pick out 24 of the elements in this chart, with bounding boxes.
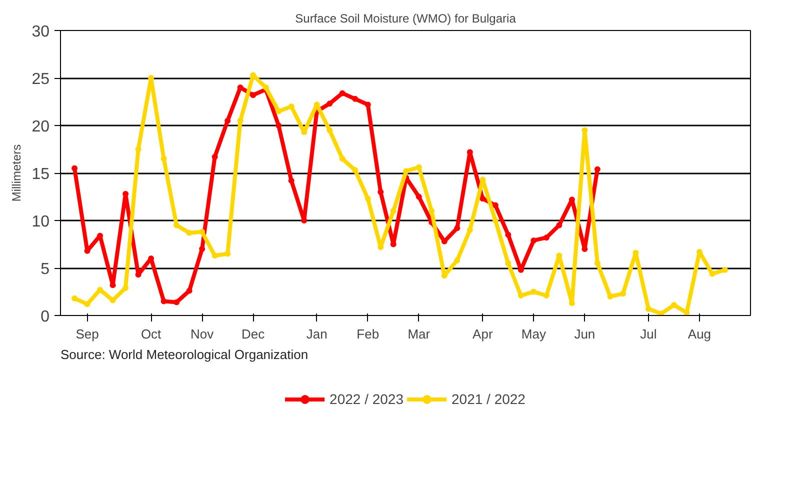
x-tick-label: Jul [640,326,657,342]
y-tick-label: 20 [32,118,50,136]
y-tick-label: 0 [40,308,50,326]
x-tick-label: Sep [76,326,99,342]
y-tick-label: 30 [32,24,50,40]
x-tick-label: May [521,326,546,342]
x-tick-label: Jan [306,326,328,342]
source-note: Source: World Meteorological Organization [60,346,308,362]
y-tick-label: 5 [40,261,50,278]
x-tick-label: Aug [688,326,712,342]
x-tick-label: Dec [242,326,266,342]
y-axis-title: Millimeters [10,144,24,202]
x-tick-label: Oct [140,326,162,342]
x-tick-label: Mar [408,326,431,342]
y-tick-label: 15 [32,166,50,183]
legend-label: 2021 / 2022 [452,391,526,407]
x-tick-label: Feb [356,326,380,342]
chart-title: Surface Soil Moisture (WMO) for Bulgaria [295,12,516,26]
legend-label: 2022 / 2023 [330,391,404,407]
x-tick-label: Jun [574,326,596,342]
y-tick-label: 10 [32,214,50,230]
y-tick-label: 25 [32,71,50,88]
x-tick-label: Nov [190,326,214,342]
x-tick-label: Apr [472,326,494,342]
